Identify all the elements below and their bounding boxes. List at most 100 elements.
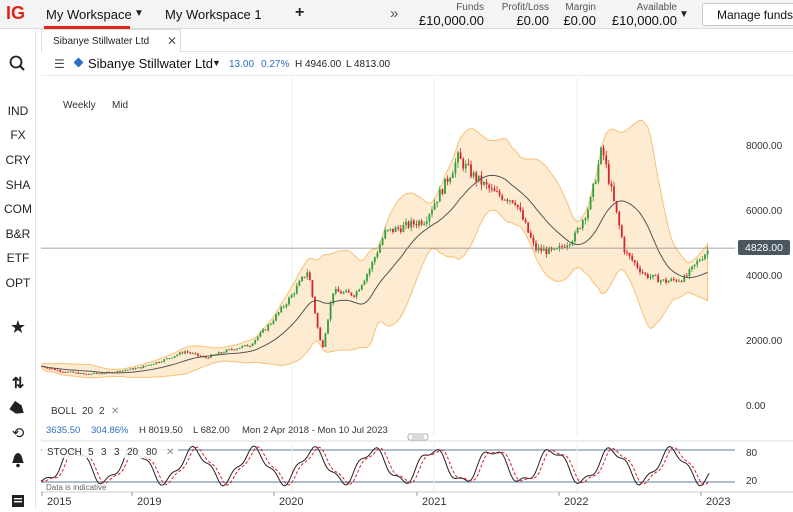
candle-body bbox=[529, 232, 532, 238]
boll-label[interactable]: BOLL bbox=[51, 406, 77, 417]
price-axis: 8000.00 6000.00 4000.00 2000.00 0.00 bbox=[746, 141, 783, 412]
sidebar-item-ind[interactable]: IND bbox=[7, 104, 29, 118]
price-type-selector[interactable]: Mid bbox=[112, 100, 129, 111]
stoch-param-5: 80 bbox=[146, 447, 158, 458]
candle-body bbox=[568, 244, 571, 246]
time-axis: 2015 2019 2020 2021 2022 2023 bbox=[41, 492, 730, 508]
candle-body bbox=[652, 274, 654, 277]
candle-body bbox=[230, 349, 233, 351]
stoch-k-line bbox=[40, 445, 710, 487]
double-chevron-icon[interactable]: » bbox=[390, 5, 399, 22]
chevron-down-icon[interactable]: ▼ bbox=[134, 8, 144, 19]
arrows-icon[interactable]: ⇅ bbox=[11, 375, 25, 392]
candle-body bbox=[438, 189, 441, 202]
close-icon[interactable]: ✕ bbox=[111, 406, 119, 417]
candle-body bbox=[594, 181, 597, 184]
candle-body bbox=[381, 238, 384, 245]
candle-body bbox=[163, 359, 166, 362]
candle-body bbox=[397, 227, 400, 229]
candle-body bbox=[217, 352, 220, 355]
candle-body bbox=[680, 280, 683, 282]
candle-body bbox=[665, 279, 667, 283]
candle-body bbox=[532, 237, 535, 243]
candle-body bbox=[592, 183, 595, 197]
day-low: L 4813.00 bbox=[346, 59, 391, 70]
candle-body bbox=[501, 195, 504, 200]
candle-body bbox=[158, 362, 160, 364]
candle-body bbox=[85, 373, 88, 375]
sidebar-item-br[interactable]: B&R bbox=[5, 227, 31, 241]
history-icon[interactable]: ⟲ bbox=[11, 425, 25, 442]
sidebar-item-etf[interactable]: ETF bbox=[6, 251, 30, 265]
candle-body bbox=[282, 306, 285, 308]
candle-body bbox=[579, 228, 582, 230]
stoch-param-4: 20 bbox=[127, 447, 139, 458]
price-tick-label: 2000.00 bbox=[746, 336, 783, 347]
candle-body bbox=[350, 292, 353, 296]
chevron-down-icon[interactable]: ▼ bbox=[212, 58, 221, 68]
sidebar-item-opt[interactable]: OPT bbox=[5, 276, 31, 290]
candle-body bbox=[670, 278, 673, 281]
sidebar-item-sha[interactable]: SHA bbox=[5, 178, 31, 192]
menu-icon[interactable]: ☰ bbox=[54, 57, 65, 71]
candle-body bbox=[613, 186, 615, 201]
candle-body bbox=[366, 274, 368, 281]
manage-funds-button[interactable]: Manage funds bbox=[702, 3, 793, 26]
tab-my-workspace[interactable]: My Workspace bbox=[46, 7, 132, 22]
candle-body bbox=[155, 362, 158, 364]
instrument-name[interactable]: Sibanye Stillwater Ltd bbox=[88, 56, 214, 71]
candle-body bbox=[119, 370, 121, 372]
candle-body bbox=[384, 230, 387, 239]
candle-body bbox=[59, 370, 62, 372]
candle-body bbox=[311, 280, 314, 297]
candle-body bbox=[173, 356, 176, 358]
candle-body bbox=[301, 276, 303, 282]
candle-body bbox=[342, 292, 345, 294]
sidebar-item-fx[interactable]: FX bbox=[10, 128, 26, 142]
time-tick-label: 2022 bbox=[564, 496, 588, 508]
document-icon[interactable] bbox=[0, 493, 36, 512]
ig-logo[interactable]: IG bbox=[6, 3, 26, 23]
candle-body bbox=[379, 244, 381, 253]
candle-body bbox=[74, 372, 77, 374]
close-icon[interactable]: ✕ bbox=[167, 34, 178, 48]
boll-param-period: 20 bbox=[82, 406, 94, 417]
candle-body bbox=[147, 364, 150, 366]
candle-body bbox=[503, 199, 506, 201]
candle-body bbox=[454, 162, 457, 174]
candle-body bbox=[696, 261, 699, 265]
candle-body bbox=[54, 368, 56, 371]
candle-body bbox=[657, 275, 660, 283]
candle-body bbox=[90, 373, 93, 375]
star-icon[interactable]: ★ bbox=[9, 317, 27, 337]
available[interactable]: Available £10,000.00 bbox=[611, 2, 677, 28]
sidebar-item-cry[interactable]: CRY bbox=[5, 153, 31, 167]
candle-body bbox=[441, 189, 444, 194]
add-workspace-icon[interactable]: + bbox=[295, 4, 305, 21]
candle-body bbox=[220, 352, 223, 354]
close-icon[interactable]: ✕ bbox=[166, 447, 174, 458]
time-tick-label: 2015 bbox=[47, 496, 71, 508]
candle-body bbox=[249, 345, 251, 347]
stoch-label[interactable]: STOCH bbox=[47, 447, 82, 458]
candle-body bbox=[246, 344, 249, 347]
range-change-pct: 304.86% bbox=[91, 425, 129, 436]
tag-icon[interactable] bbox=[0, 400, 36, 422]
candle-body bbox=[423, 223, 426, 225]
candle-body bbox=[498, 191, 501, 196]
candle-body bbox=[418, 220, 420, 226]
interval-selector[interactable]: Weekly bbox=[63, 100, 96, 111]
candle-body bbox=[524, 219, 527, 223]
chevron-down-icon[interactable]: ▼ bbox=[679, 9, 689, 20]
candle-body bbox=[477, 175, 480, 182]
bell-icon[interactable] bbox=[0, 450, 36, 473]
pane-divider-handle[interactable] bbox=[407, 433, 429, 441]
tab-my-workspace-1[interactable]: My Workspace 1 bbox=[165, 7, 262, 22]
tab-sibanye-stillwater[interactable]: Sibanye Stillwater Ltd ✕ bbox=[41, 29, 181, 52]
candle-body bbox=[256, 336, 259, 340]
candle-body bbox=[129, 368, 132, 370]
candle-body bbox=[555, 248, 558, 250]
sidebar-item-com[interactable]: COM bbox=[4, 202, 32, 216]
search-icon[interactable] bbox=[0, 53, 36, 78]
